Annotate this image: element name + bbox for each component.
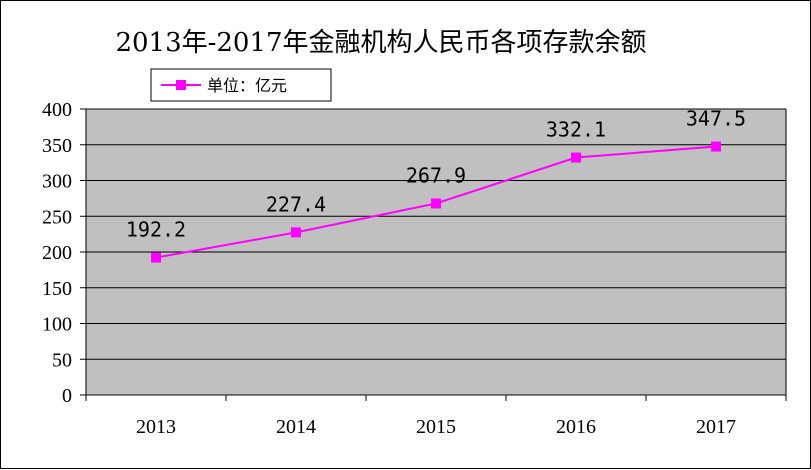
data-label: 347.5 xyxy=(686,107,746,131)
gridlines xyxy=(86,108,786,396)
data-label: 332.1 xyxy=(546,118,606,142)
y-tick-label: 350 xyxy=(42,135,72,157)
x-tick-label: 2017 xyxy=(696,416,736,438)
data-point-marker xyxy=(151,252,161,263)
x-axis-tick-labels: 2013 2014 2015 2016 2017 xyxy=(136,416,736,438)
y-tick-label: 200 xyxy=(42,242,72,264)
data-label: 267.9 xyxy=(406,163,466,187)
y-tick-label: 50 xyxy=(52,349,72,371)
data-point-marker xyxy=(711,141,721,152)
data-point-marker xyxy=(571,152,581,163)
y-tick-label: 250 xyxy=(42,206,72,228)
legend: 单位：亿元 xyxy=(150,68,332,102)
data-point-markers xyxy=(151,141,721,263)
data-labels: 192.2 227.4 267.9 332.1 347.5 xyxy=(126,107,746,242)
y-tick-label: 100 xyxy=(42,314,72,336)
data-label: 227.4 xyxy=(266,192,326,216)
y-tick-label: 0 xyxy=(62,385,72,407)
x-tick-label: 2015 xyxy=(416,416,456,438)
y-tick-label: 300 xyxy=(42,171,72,193)
chart-title: 2013年-2017年金融机构人民币各项存款余额 xyxy=(115,28,646,58)
x-tick-label: 2016 xyxy=(556,416,596,438)
y-axis-tick-labels: 0 50 100 150 200 250 300 350 400 xyxy=(42,99,72,407)
y-tick-label: 150 xyxy=(42,278,72,300)
data-label: 192.2 xyxy=(126,218,186,242)
legend-square-marker xyxy=(176,80,186,90)
x-tick-label: 2014 xyxy=(276,416,316,438)
axes xyxy=(80,108,787,401)
y-tick-label: 400 xyxy=(42,99,72,121)
data-point-marker xyxy=(431,198,441,209)
x-tick-label: 2013 xyxy=(136,416,176,438)
data-point-marker xyxy=(291,227,301,238)
legend-label: 单位：亿元 xyxy=(207,76,287,95)
